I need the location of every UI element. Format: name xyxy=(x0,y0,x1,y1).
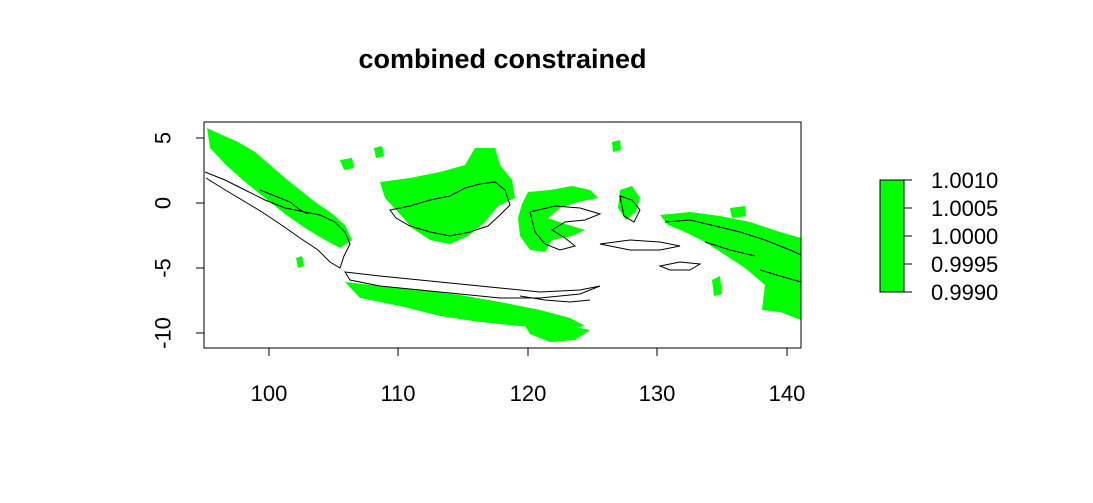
legend-label: 0.9990 xyxy=(931,280,998,305)
small-island-1 xyxy=(340,158,354,170)
x-tick-labels: 100 110 120 130 140 xyxy=(251,381,806,406)
y-tick-label: -10 xyxy=(151,317,176,349)
maluku-outline xyxy=(619,195,702,271)
y-tick-labels: 5 0 -5 -10 xyxy=(151,132,176,349)
malay-peninsula-outline xyxy=(259,189,309,215)
sumatra-land xyxy=(207,128,352,248)
x-tick-label: 130 xyxy=(639,381,676,406)
java-land xyxy=(345,282,585,330)
x-tick-label: 120 xyxy=(510,381,547,406)
y-tick-label: 5 xyxy=(151,132,176,144)
legend-label: 1.0005 xyxy=(931,196,998,221)
x-axis xyxy=(268,347,788,356)
y-axis xyxy=(196,137,205,334)
borneo-outline xyxy=(389,181,511,237)
legend-label: 1.0000 xyxy=(931,224,998,249)
sumatra-outline xyxy=(204,171,351,269)
small-island-6 xyxy=(612,140,621,152)
y-tick-label: 0 xyxy=(151,197,176,209)
papua-land xyxy=(660,212,801,320)
legend-color-swatch xyxy=(879,179,905,293)
x-tick-label: 140 xyxy=(769,381,806,406)
papua-outline xyxy=(664,219,802,283)
y-tick-label: -5 xyxy=(151,258,176,278)
small-island-5 xyxy=(296,256,304,268)
lesser-sunda-outline xyxy=(519,239,681,303)
legend-colorbar: 1.0010 1.0005 1.0000 0.9995 0.9990 xyxy=(879,168,998,305)
sulawesi-land xyxy=(518,186,598,252)
small-island-4 xyxy=(730,206,746,218)
small-island-3 xyxy=(712,276,722,296)
java-outline xyxy=(344,271,601,299)
small-island-2 xyxy=(374,146,384,158)
legend-label: 1.0010 xyxy=(931,168,998,193)
legend-label: 0.9995 xyxy=(931,252,998,277)
x-tick-label: 110 xyxy=(380,381,415,406)
coastline-outlines xyxy=(204,171,802,303)
sulawesi-outline xyxy=(529,205,602,251)
x-tick-label: 100 xyxy=(251,381,288,406)
nusa-tenggara-land xyxy=(520,318,590,342)
plot-title: combined constrained xyxy=(358,44,647,74)
